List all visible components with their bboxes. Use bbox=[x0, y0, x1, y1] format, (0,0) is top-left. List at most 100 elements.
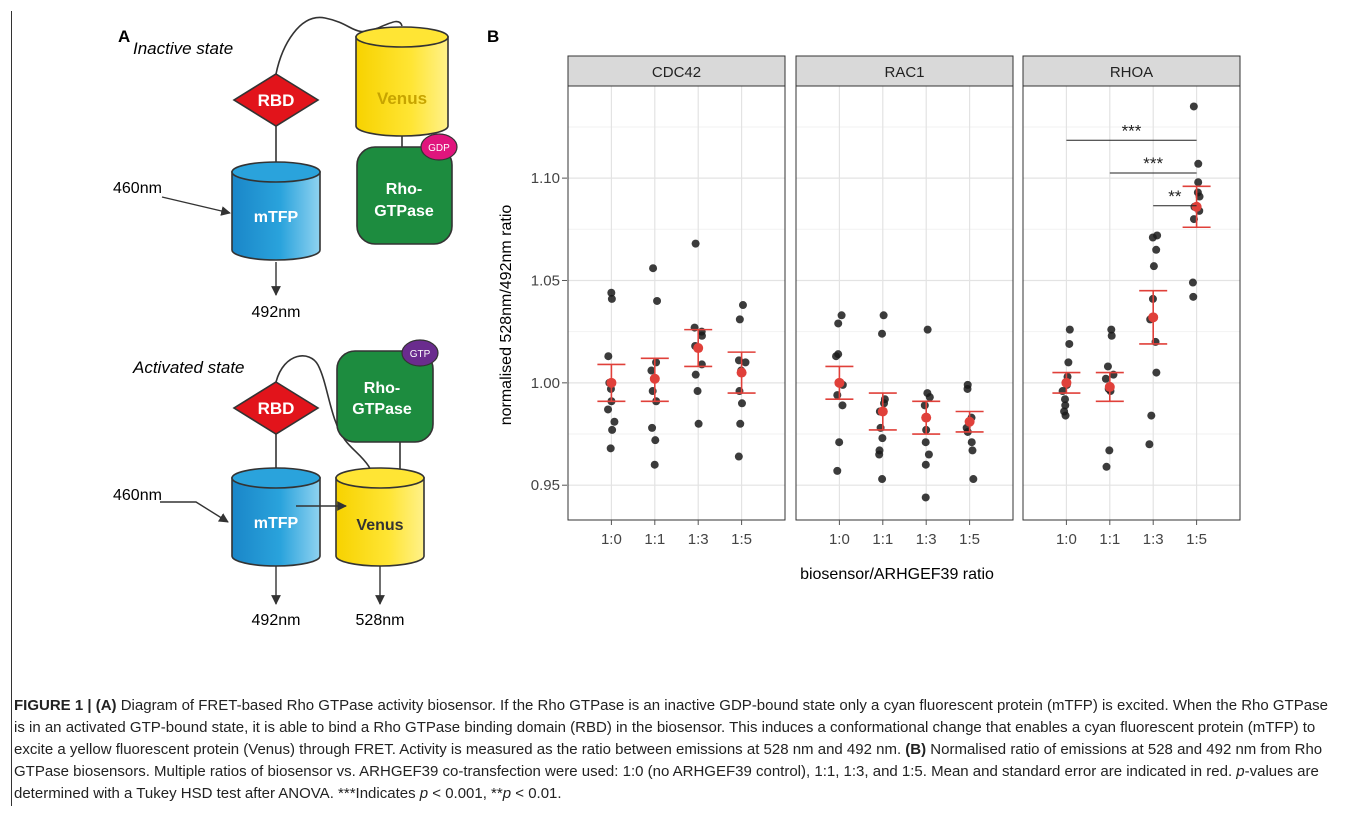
data-point bbox=[1148, 233, 1157, 242]
data-point bbox=[1065, 325, 1074, 334]
facet-strip bbox=[567, 55, 786, 87]
data-point bbox=[653, 296, 662, 305]
mean-point bbox=[921, 412, 932, 423]
data-point bbox=[875, 450, 884, 459]
x-tick-label: 1:3 bbox=[688, 531, 709, 548]
inactive-excitation-arrow bbox=[161, 196, 231, 216]
inactive-emission-label: 492nm bbox=[252, 304, 301, 321]
data-point bbox=[837, 311, 846, 320]
y-tick-label: 1.10 bbox=[531, 170, 560, 187]
inactive-rbd-label: RBD bbox=[258, 91, 295, 110]
x-tick-label: 1:0 bbox=[601, 531, 622, 548]
mean-point bbox=[1148, 312, 1159, 323]
mean-point bbox=[834, 377, 845, 388]
data-point bbox=[838, 401, 847, 410]
figure-canvas: A Inactive state Venus RBD mTFP Rho- GTP… bbox=[113, 16, 1241, 629]
facet-panel-bg bbox=[1023, 86, 1240, 520]
activated-gtpase-label-1: Rho- bbox=[364, 380, 400, 397]
x-tick-label: 1:0 bbox=[1056, 531, 1077, 548]
caption-b-text-1: Normalised ratio of emissions at 528 and… bbox=[14, 741, 1323, 780]
data-point bbox=[1107, 331, 1116, 340]
activated-gtpase-label-2: GTPase bbox=[352, 401, 412, 418]
activated-venus-cylinder: Venus bbox=[335, 467, 425, 567]
facet-panel-border bbox=[1022, 85, 1241, 521]
x-tick-label: 1:5 bbox=[959, 531, 980, 548]
y-tick-label: 0.95 bbox=[531, 477, 560, 494]
data-point bbox=[604, 405, 613, 414]
activated-emission-label-venus: 528nm bbox=[356, 612, 405, 629]
data-point bbox=[878, 434, 887, 443]
caption-b-text-3: < 0.001, ** bbox=[428, 785, 503, 802]
facet-strip bbox=[1022, 55, 1241, 87]
x-tick-label: 1:3 bbox=[1143, 531, 1164, 548]
x-tick-label: 1:1 bbox=[1099, 531, 1120, 548]
facet-strip-label: RAC1 bbox=[884, 64, 924, 81]
mean-point bbox=[736, 367, 747, 378]
activated-linker bbox=[275, 355, 379, 491]
data-point bbox=[1064, 358, 1073, 367]
data-point bbox=[737, 399, 746, 408]
inactive-gtpase-label-2: GTPase bbox=[374, 203, 434, 220]
y-tick-label: 1.00 bbox=[531, 375, 560, 392]
data-point bbox=[741, 358, 750, 367]
facet-strip-label: CDC42 bbox=[652, 64, 701, 81]
facet-panel-bg bbox=[568, 86, 785, 520]
panel-b: B normalised 528nm/492nm ratio biosensor… bbox=[487, 27, 1241, 583]
panel-a-label: A bbox=[118, 27, 130, 46]
data-point bbox=[968, 446, 977, 455]
data-point bbox=[921, 438, 930, 447]
data-point bbox=[1152, 245, 1161, 254]
activated-excitation-arrow bbox=[160, 501, 229, 523]
data-point bbox=[1103, 362, 1112, 371]
significance-stars: *** bbox=[1122, 121, 1142, 140]
data-point bbox=[834, 319, 843, 328]
figure-frame bbox=[11, 11, 1345, 806]
data-point bbox=[923, 325, 932, 334]
x-tick-label: 1:0 bbox=[829, 531, 850, 548]
inactive-mtfp-cylinder: mTFP bbox=[231, 161, 321, 261]
activated-excitation-label: 460nm bbox=[113, 487, 162, 504]
mean-point bbox=[649, 373, 660, 384]
mean-point bbox=[964, 416, 975, 427]
significance-stars: *** bbox=[1143, 154, 1163, 173]
caption-a-label: (A) bbox=[95, 697, 117, 714]
facet-panel-border bbox=[567, 85, 786, 521]
data-point bbox=[1061, 411, 1070, 420]
data-point bbox=[652, 358, 661, 367]
caption-p-italic: p bbox=[1236, 763, 1245, 780]
significance-stars: ** bbox=[1168, 187, 1182, 206]
activated-mtfp-label: mTFP bbox=[254, 515, 299, 532]
data-point bbox=[650, 460, 659, 469]
data-point bbox=[925, 393, 934, 402]
data-point bbox=[1195, 192, 1204, 201]
data-point bbox=[606, 444, 615, 453]
activated-rbd-label: RBD bbox=[258, 399, 295, 418]
facet-panel-bg bbox=[796, 86, 1013, 520]
inactive-venus-label: Venus bbox=[377, 89, 427, 108]
y-tick-label: 1.05 bbox=[531, 272, 560, 289]
data-point bbox=[736, 419, 745, 428]
inactive-linker bbox=[275, 16, 403, 75]
mean-point bbox=[877, 406, 888, 417]
data-point bbox=[1147, 411, 1156, 420]
caption-b-label: (B) bbox=[905, 741, 927, 758]
x-tick-label: 1:3 bbox=[916, 531, 937, 548]
y-axis-title: normalised 528nm/492nm ratio bbox=[498, 205, 515, 426]
data-point bbox=[878, 475, 887, 484]
data-point bbox=[1101, 374, 1110, 383]
facet-panel-border bbox=[795, 85, 1014, 521]
data-point bbox=[651, 436, 660, 445]
inactive-mtfp-label: mTFP bbox=[254, 209, 299, 226]
panel-a: A Inactive state Venus RBD mTFP Rho- GTP… bbox=[113, 16, 458, 629]
data-point bbox=[1188, 278, 1197, 287]
gdp-label: GDP bbox=[428, 143, 450, 154]
data-point bbox=[1152, 368, 1161, 377]
data-point bbox=[969, 475, 978, 484]
data-point bbox=[920, 401, 929, 410]
activated-mtfp-cylinder: mTFP bbox=[231, 467, 321, 567]
data-point bbox=[879, 311, 888, 320]
inactive-rbd-diamond: RBD bbox=[232, 73, 320, 127]
caption-p-italic-3: p bbox=[502, 785, 512, 802]
facet-strip-label: RHOA bbox=[1110, 64, 1153, 81]
x-tick-label: 1:1 bbox=[644, 531, 665, 548]
